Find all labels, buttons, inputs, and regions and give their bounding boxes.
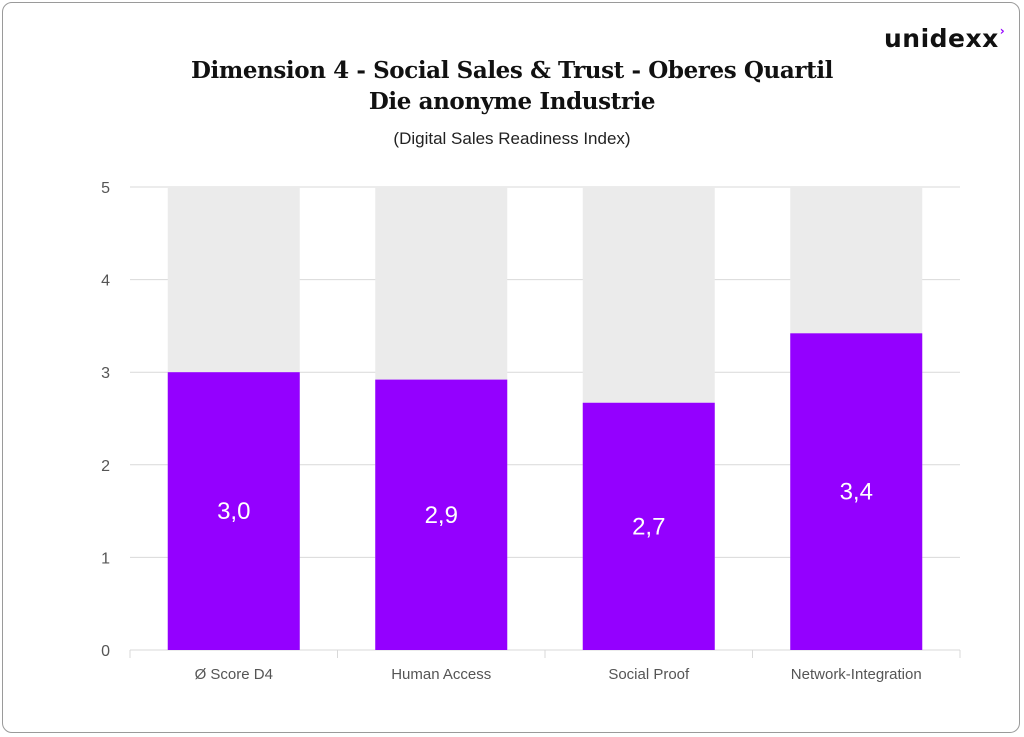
- data-label: 2,7: [632, 513, 665, 540]
- chart-subtitle: (Digital Sales Readiness Index): [393, 129, 631, 148]
- data-label: 3,4: [840, 479, 873, 506]
- value-bar: [375, 379, 508, 650]
- brand-logo: unidexx›: [884, 24, 1006, 53]
- x-tick-label: Network-Integration: [791, 666, 922, 683]
- data-label: 3,0: [217, 498, 250, 525]
- bars-layer: [167, 187, 923, 650]
- y-tick-label: 0: [101, 643, 110, 660]
- y-tick-label: 1: [101, 550, 110, 567]
- data-label: 2,9: [425, 502, 458, 529]
- value-bar: [167, 372, 300, 650]
- y-tick-label: 4: [101, 273, 110, 290]
- value-bar: [790, 333, 923, 650]
- chart-title-line2: Die anonyme Industrie: [368, 88, 656, 115]
- x-tick-label: Ø Score D4: [195, 666, 273, 683]
- brand-logo-text: unidexx: [884, 24, 999, 53]
- y-tick-label: 5: [101, 180, 110, 197]
- x-tick-label: Human Access: [391, 666, 491, 683]
- x-tick-label: Social Proof: [608, 666, 690, 683]
- y-tick-label: 2: [101, 458, 110, 475]
- value-bar: [582, 402, 715, 650]
- labels-layer: 0 1 2 3 4 5 3,0 Ø Score D4 2,9 Human Access 2,7 Soc…: [101, 180, 922, 683]
- y-tick-label: 3: [101, 365, 110, 382]
- chart-title: Dimension 4 - Social Sales & Trust - Obe…: [191, 57, 833, 84]
- brand-logo-mark-icon: ›: [999, 24, 1006, 38]
